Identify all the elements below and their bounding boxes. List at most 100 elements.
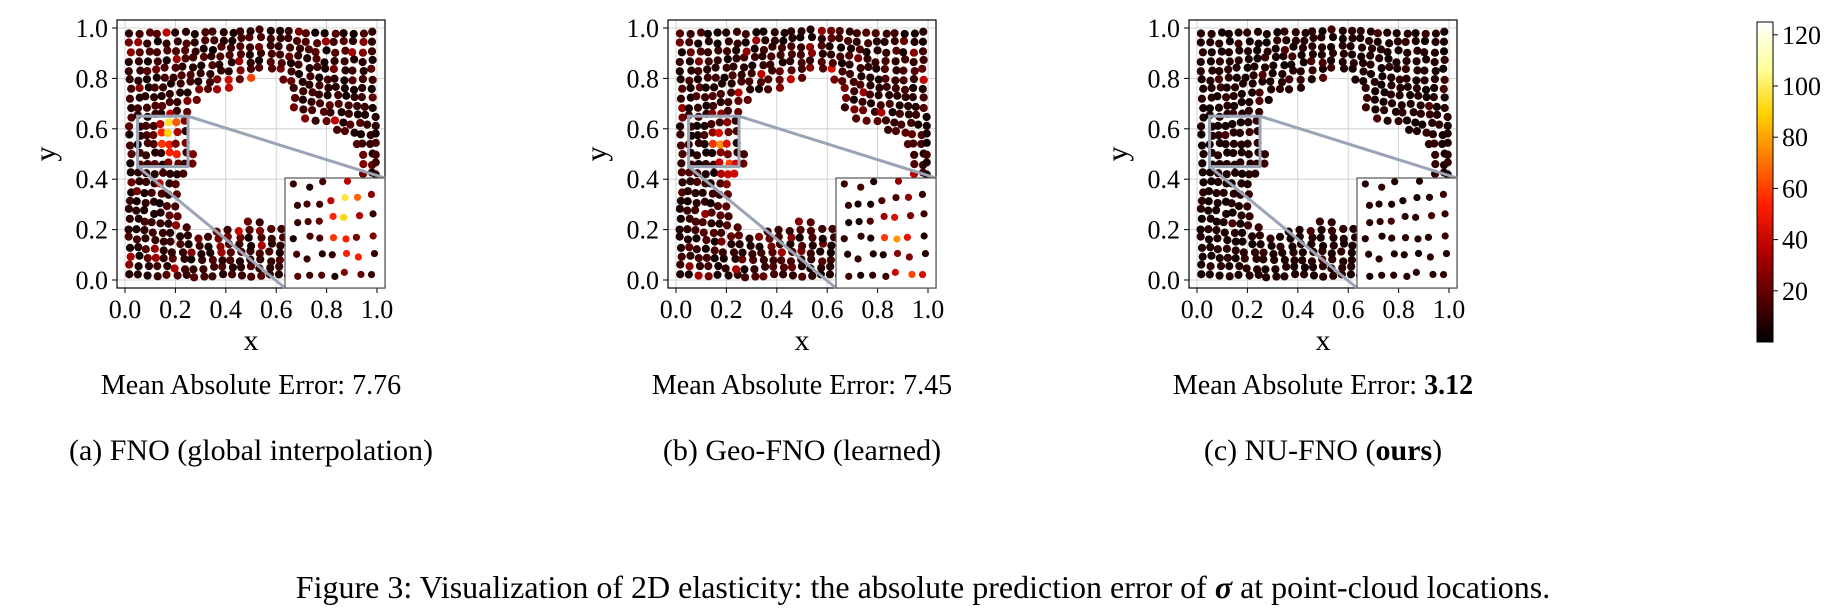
data-point	[910, 37, 919, 47]
data-point	[334, 91, 343, 100]
data-point	[189, 265, 198, 274]
data-point	[734, 96, 743, 106]
data-point	[234, 227, 243, 236]
data-point	[738, 248, 747, 257]
data-point	[204, 242, 213, 251]
data-point	[922, 129, 931, 138]
data-point	[1402, 56, 1411, 66]
data-point	[758, 52, 767, 61]
inset-point	[904, 193, 913, 201]
data-point	[210, 262, 219, 271]
data-point	[818, 234, 827, 243]
inset-point	[1375, 200, 1383, 208]
data-point	[1243, 63, 1252, 72]
data-point	[677, 159, 686, 168]
data-point	[254, 56, 264, 65]
data-point	[319, 107, 329, 116]
data-point	[254, 42, 264, 52]
data-point	[1391, 107, 1401, 116]
inset-point	[343, 177, 352, 185]
data-point	[368, 55, 377, 65]
inset-point	[293, 250, 301, 258]
data-point	[124, 29, 134, 38]
data-point	[1197, 243, 1207, 252]
data-point	[1327, 218, 1336, 227]
data-point	[718, 248, 727, 257]
data-point	[1385, 62, 1394, 72]
data-point	[1379, 106, 1389, 115]
data-point	[1197, 260, 1206, 269]
data-point	[188, 150, 198, 159]
data-point	[1239, 248, 1248, 257]
data-point	[677, 48, 686, 57]
data-point	[124, 67, 133, 76]
data-point	[871, 29, 880, 38]
data-point	[715, 118, 724, 127]
data-point	[683, 206, 692, 215]
data-point	[1216, 83, 1225, 92]
x-axis-label: x	[1316, 324, 1331, 357]
data-point	[1412, 76, 1421, 85]
data-point	[1362, 93, 1372, 103]
inset-point	[289, 180, 297, 188]
colorbar: 20 40 60 80 100 120	[1756, 21, 1821, 343]
data-point	[1339, 64, 1349, 73]
data-point	[1425, 101, 1434, 111]
data-point	[704, 37, 713, 46]
data-point	[313, 62, 322, 72]
x-tick-label: 1.0	[1433, 295, 1466, 324]
inset-point	[1361, 235, 1369, 243]
data-point	[140, 206, 149, 215]
data-point	[685, 38, 694, 47]
data-point	[826, 255, 835, 265]
data-point	[685, 214, 694, 223]
data-point	[134, 76, 143, 85]
data-point	[678, 113, 687, 122]
figure-caption: Figure 3: Visualization of 2D elasticity…	[296, 569, 1550, 605]
data-point	[1398, 108, 1407, 117]
data-point	[1271, 44, 1280, 53]
data-point	[841, 93, 851, 103]
data-point	[1327, 249, 1336, 258]
data-point	[1229, 128, 1238, 137]
data-point	[155, 199, 164, 208]
data-point	[866, 81, 875, 90]
data-point	[1384, 54, 1393, 63]
data-point	[235, 75, 244, 84]
inset-point	[370, 249, 379, 258]
data-point	[767, 52, 776, 61]
data-point	[127, 84, 136, 93]
data-point	[1215, 57, 1225, 66]
data-point	[706, 199, 715, 208]
data-point	[757, 69, 766, 79]
data-point	[208, 255, 217, 265]
data-point	[914, 120, 923, 129]
data-point	[875, 83, 884, 92]
data-point	[151, 253, 160, 262]
data-point	[1420, 48, 1429, 57]
data-point	[899, 66, 908, 75]
scatter-points	[675, 25, 931, 282]
data-point	[276, 34, 285, 43]
data-point	[1403, 48, 1412, 58]
data-point	[677, 252, 686, 261]
data-point	[1296, 83, 1306, 92]
inset-point	[903, 233, 912, 241]
data-point	[125, 196, 135, 205]
data-point	[226, 248, 235, 257]
data-point	[350, 92, 359, 102]
inset-point	[342, 249, 351, 258]
data-point	[1258, 70, 1267, 79]
data-point	[1443, 129, 1452, 138]
inset-point	[920, 210, 928, 218]
data-point	[806, 249, 815, 258]
data-point	[732, 46, 741, 55]
data-point	[900, 29, 909, 39]
data-point	[199, 44, 208, 53]
data-point	[780, 28, 789, 38]
data-point	[1439, 47, 1449, 56]
data-point	[849, 77, 858, 87]
data-point	[350, 128, 359, 137]
data-point	[143, 57, 153, 66]
data-point	[1240, 254, 1249, 263]
